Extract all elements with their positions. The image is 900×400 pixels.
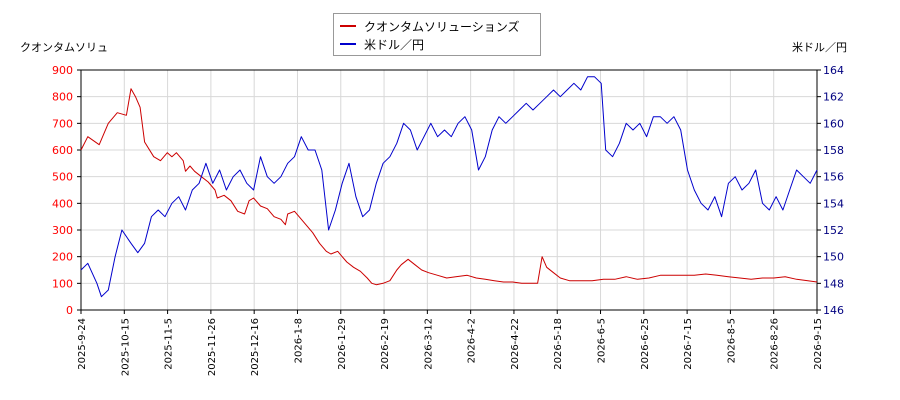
x-tick-label: 2026-4-2 <box>467 318 478 363</box>
x-tick-label: 2026-7-15 <box>683 318 694 370</box>
left-tick-label: 300 <box>52 224 73 237</box>
right-tick-label: 158 <box>823 144 844 157</box>
left-tick-label: 600 <box>52 144 73 157</box>
right-tick-label: 156 <box>823 171 844 184</box>
x-tick-label: 2025-9-24 <box>77 318 88 370</box>
x-tick-label: 2026-6-5 <box>597 318 608 363</box>
legend: クオンタムソリューションズ 米ドル／円 <box>333 13 541 56</box>
right-tick-label: 148 <box>823 277 844 290</box>
plot-frame <box>80 69 818 311</box>
left-tick-label: 100 <box>52 277 73 290</box>
x-tick-label: 2025-11-26 <box>207 318 218 376</box>
x-tick-label: 2026-9-15 <box>813 318 824 370</box>
right-tick-label: 164 <box>823 64 844 77</box>
left-tick-label: 900 <box>52 64 73 77</box>
x-tick-label: 2026-1-29 <box>337 318 348 370</box>
legend-swatch-blue <box>340 43 356 45</box>
right-tick-label: 146 <box>823 304 844 317</box>
left-tick-label: 500 <box>52 171 73 184</box>
x-tick-label: 2026-6-25 <box>640 318 651 370</box>
x-tick-label: 2026-4-22 <box>510 318 521 370</box>
x-tick-label: 2025-12-16 <box>250 318 261 376</box>
x-tick-label: 2026-1-8 <box>293 318 304 363</box>
left-axis-title: クオンタムソリュ <box>20 41 108 54</box>
right-tick-label: 162 <box>823 91 844 104</box>
right-axis-title: 米ドル／円 <box>792 41 847 54</box>
right-tick-label: 152 <box>823 224 844 237</box>
left-tick-label: 800 <box>52 91 73 104</box>
right-tick-label: 150 <box>823 251 844 264</box>
left-tick-label: 400 <box>52 197 73 210</box>
left-tick-label: 0 <box>66 304 73 317</box>
left-tick-label: 700 <box>52 117 73 130</box>
right-tick-label: 154 <box>823 197 844 210</box>
x-tick-label: 2025-10-15 <box>120 318 131 376</box>
x-tick-label: 2025-11-5 <box>164 318 175 370</box>
series-line-primary <box>80 88 818 286</box>
x-tick-label: 2026-8-5 <box>726 318 737 363</box>
legend-swatch-red <box>340 25 356 27</box>
x-tick-label: 2026-8-26 <box>770 318 781 370</box>
legend-label-secondary: 米ドル／円 <box>364 37 425 52</box>
series-line-secondary <box>80 76 818 298</box>
legend-item-primary: クオンタムソリューションズ <box>340 17 520 35</box>
right-tick-label: 160 <box>823 117 844 130</box>
x-tick-label: 2026-2-19 <box>380 318 391 370</box>
legend-item-secondary: 米ドル／円 <box>340 35 424 53</box>
left-tick-label: 200 <box>52 251 73 264</box>
x-tick-label: 2026-5-18 <box>553 318 564 370</box>
legend-label-primary: クオンタムソリューションズ <box>364 19 520 34</box>
x-tick-label: 2026-3-12 <box>423 318 434 370</box>
